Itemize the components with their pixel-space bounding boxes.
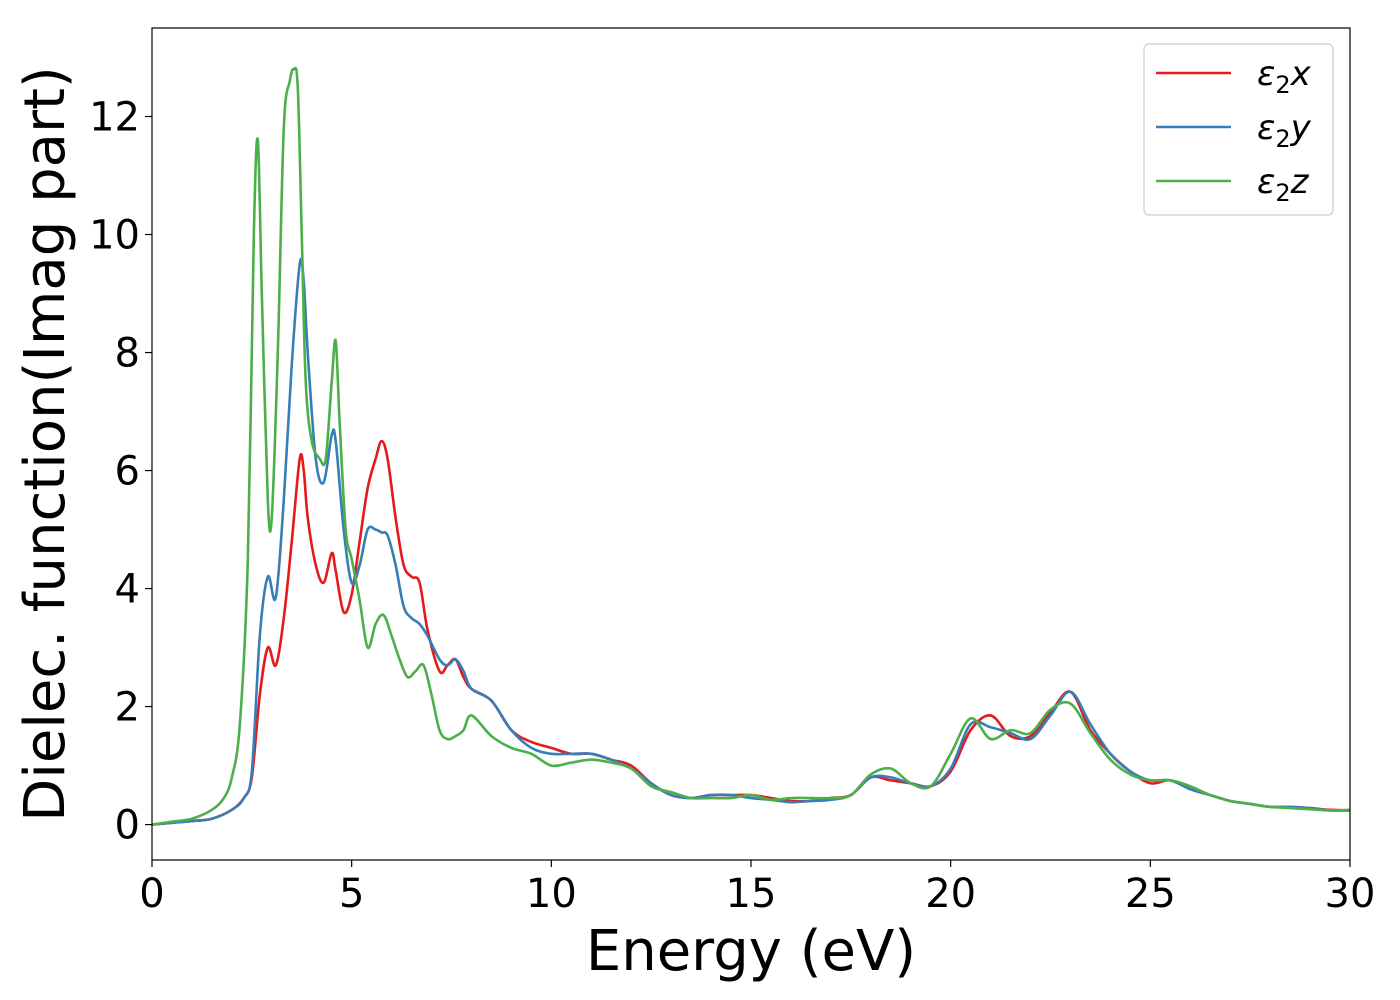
series-layer — [151, 66, 1351, 826]
x-tick-label: 0 — [139, 871, 164, 917]
legend-box — [1143, 43, 1334, 216]
series-line-z — [151, 66, 1351, 826]
legend: ε2x ε2y ε2z — [1143, 43, 1334, 216]
x-axis-ticks: 0 5 10 15 20 25 30 — [139, 860, 1375, 917]
x-tick-label: 25 — [1125, 871, 1176, 917]
series-line-x — [151, 439, 1351, 826]
x-tick-label: 20 — [925, 871, 976, 917]
legend-label-z: ε2z — [1257, 162, 1310, 207]
legend-label-x: ε2x — [1257, 54, 1312, 99]
y-tick-label: 6 — [115, 449, 140, 495]
y-tick-label: 12 — [89, 95, 140, 141]
x-tick-label: 15 — [726, 871, 777, 917]
y-tick-label: 2 — [115, 685, 140, 731]
series-line-y — [151, 257, 1351, 826]
x-tick-label: 5 — [339, 871, 364, 917]
y-tick-label: 8 — [115, 331, 140, 377]
y-axis-label: Dielec. function(Imag part) — [13, 66, 78, 822]
x-tick-label: 30 — [1325, 871, 1376, 917]
y-tick-label: 0 — [115, 803, 140, 849]
y-tick-label: 10 — [89, 213, 140, 259]
x-axis-label: Energy (eV) — [586, 919, 916, 984]
legend-label-y: ε2y — [1257, 108, 1312, 153]
x-tick-label: 10 — [526, 871, 577, 917]
y-tick-label: 4 — [115, 567, 140, 613]
y-axis-ticks: 0 2 4 6 8 10 12 — [89, 95, 152, 849]
